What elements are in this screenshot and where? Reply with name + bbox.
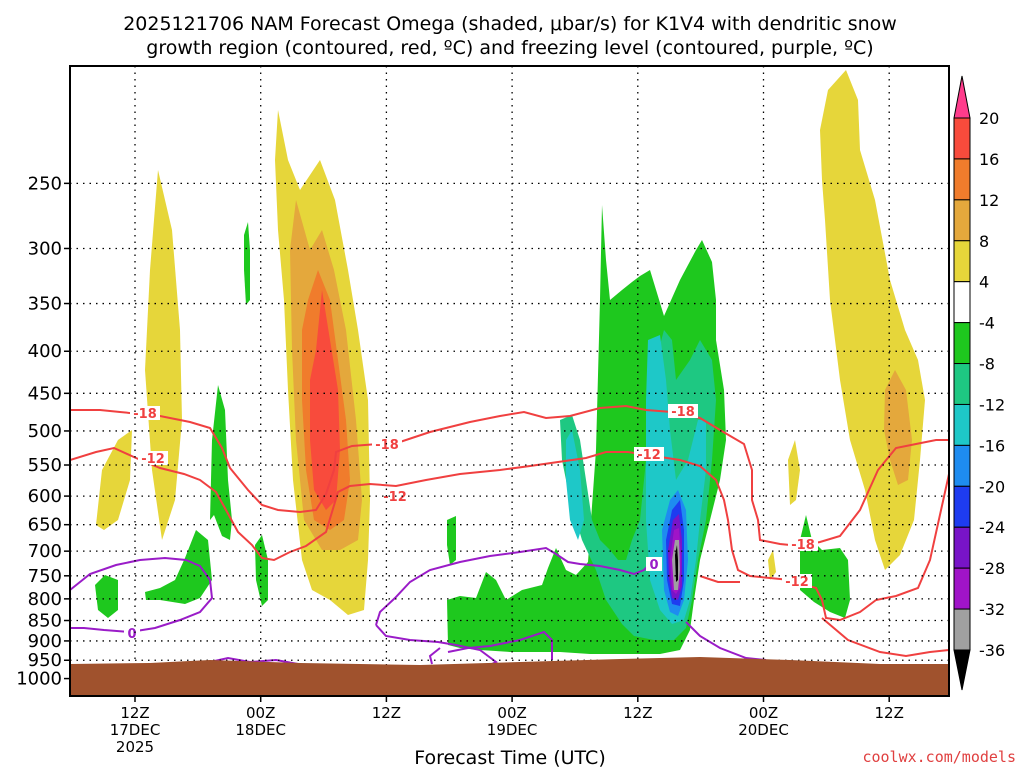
- y-tick-label: 800: [28, 589, 62, 610]
- colorbar-swatch: [953, 567, 971, 610]
- colorbar: 20 16 12 8 4 -4 -8 -12 -16 -20 -24 -28 -32 -36: [953, 75, 1005, 691]
- site-credit: coolwx.com/models: [862, 748, 1016, 766]
- y-tick-label: 550: [28, 455, 62, 476]
- omega-negative-area: [675, 545, 678, 582]
- x-tick-label: 18DEC: [235, 721, 286, 739]
- colorbar-swatch: [953, 526, 971, 569]
- colorbar-label: -16: [979, 436, 1005, 455]
- x-tick-label: 12Z: [120, 704, 149, 722]
- y-axis: 2503003504004505005506006507007508008509…: [16, 173, 70, 690]
- y-tick-label: 450: [28, 383, 62, 404]
- colorbar-swatch: [953, 608, 971, 651]
- x-tick-label: 00Z: [246, 704, 275, 722]
- colorbar-label: 16: [979, 150, 999, 169]
- colorbar-swatch: [953, 199, 971, 242]
- contour-labels: -18 -12 -18 -12 -12 -18 -18 -12 0 0: [124, 404, 818, 642]
- y-tick-label: 850: [28, 611, 62, 632]
- colorbar-label: 12: [979, 191, 999, 210]
- x-tick-label: 00Z: [497, 704, 526, 722]
- terrain-ground: [70, 657, 949, 696]
- plot-area: -18 -12 -18 -12 -12 -18 -18 -12 0 0: [70, 66, 949, 696]
- y-tick-label: 950: [28, 650, 62, 671]
- x-tick-label: 12Z: [372, 704, 401, 722]
- colorbar-label: -32: [979, 600, 1005, 619]
- omega-positive-area: [788, 440, 800, 505]
- colorbar-label: -20: [979, 477, 1005, 496]
- omega-negative-area: [145, 530, 212, 604]
- dgz-lower-label: -12: [141, 452, 165, 467]
- colorbar-label: 4: [979, 273, 989, 292]
- y-tick-label: 350: [28, 294, 62, 315]
- omega-negative-area: [447, 516, 456, 565]
- colorbar-min-arrow: [953, 649, 971, 691]
- dgz-upper-label: -18: [671, 405, 695, 420]
- x-tick-label: 00Z: [749, 704, 778, 722]
- colorbar-label: -12: [979, 395, 1005, 414]
- omega-positive-area: [884, 370, 912, 485]
- y-tick-label: 1000: [16, 669, 62, 690]
- omega-positive-area: [768, 550, 776, 580]
- x-tick-label: 12Z: [875, 704, 904, 722]
- colorbar-swatch: [953, 158, 971, 201]
- colorbar-label: -28: [979, 559, 1005, 578]
- y-tick-label: 700: [28, 541, 62, 562]
- dgz-lower-label: -12: [637, 448, 661, 463]
- omega-negative-area: [210, 385, 232, 540]
- omega-negative-area: [95, 575, 118, 618]
- freezing-level-label: 0: [649, 558, 658, 573]
- dgz-upper-label: -18: [791, 538, 815, 553]
- dgz-lower-label: -12: [383, 490, 407, 505]
- dgz-upper-label: -18: [133, 407, 157, 422]
- omega-negative-area: [244, 222, 250, 305]
- colorbar-label: -8: [979, 355, 995, 374]
- omega-positive-area: [310, 290, 340, 510]
- plot-frame: [69, 65, 950, 697]
- chart-title-line1: 2025121706 NAM Forecast Omega (shaded, μ…: [123, 13, 897, 35]
- colorbar-label: -24: [979, 518, 1005, 537]
- colorbar-swatch: [953, 444, 971, 487]
- omega-negative-area: [566, 430, 584, 540]
- colorbar-max-arrow: [953, 75, 971, 119]
- colorbar-swatch: [953, 117, 971, 160]
- colorbar-label: -4: [979, 314, 995, 333]
- y-tick-label: 900: [28, 631, 62, 652]
- omega-positive-area: [145, 170, 182, 540]
- x-tick-label: 12Z: [623, 704, 652, 722]
- dgz-upper-label: -18: [375, 438, 399, 453]
- colorbar-swatch: [953, 322, 971, 365]
- freezing-level-label: 0: [127, 627, 136, 642]
- y-tick-label: 250: [28, 173, 62, 194]
- y-tick-label: 600: [28, 486, 62, 507]
- colorbar-swatch: [953, 485, 971, 528]
- x-tick-label: 20DEC: [738, 721, 789, 739]
- colorbar-label: 8: [979, 232, 989, 251]
- y-tick-label: 500: [28, 421, 62, 442]
- colorbar-swatch: [953, 403, 971, 446]
- colorbar-swatch: [953, 363, 971, 405]
- y-tick-label: 300: [28, 238, 62, 259]
- colorbar-label: -36: [979, 641, 1005, 660]
- x-tick-label: 19DEC: [487, 721, 538, 739]
- x-tick-label: 2025: [116, 738, 154, 756]
- y-tick-label: 750: [28, 566, 62, 587]
- omega-negative-area: [646, 335, 706, 624]
- dgz-lower-label: -12: [785, 575, 809, 590]
- omega-positive-area: [96, 430, 132, 530]
- grid: [70, 66, 949, 696]
- chart-title-line2: growth region (contoured, red, ºC) and f…: [146, 37, 873, 59]
- colorbar-label: 20: [979, 109, 999, 128]
- colorbar-swatch: [953, 281, 971, 324]
- y-tick-label: 400: [28, 341, 62, 362]
- y-tick-label: 650: [28, 515, 62, 536]
- x-axis-label: Forecast Time (UTC): [414, 747, 605, 768]
- colorbar-swatch: [953, 240, 971, 283]
- x-tick-label: 17DEC: [110, 721, 161, 739]
